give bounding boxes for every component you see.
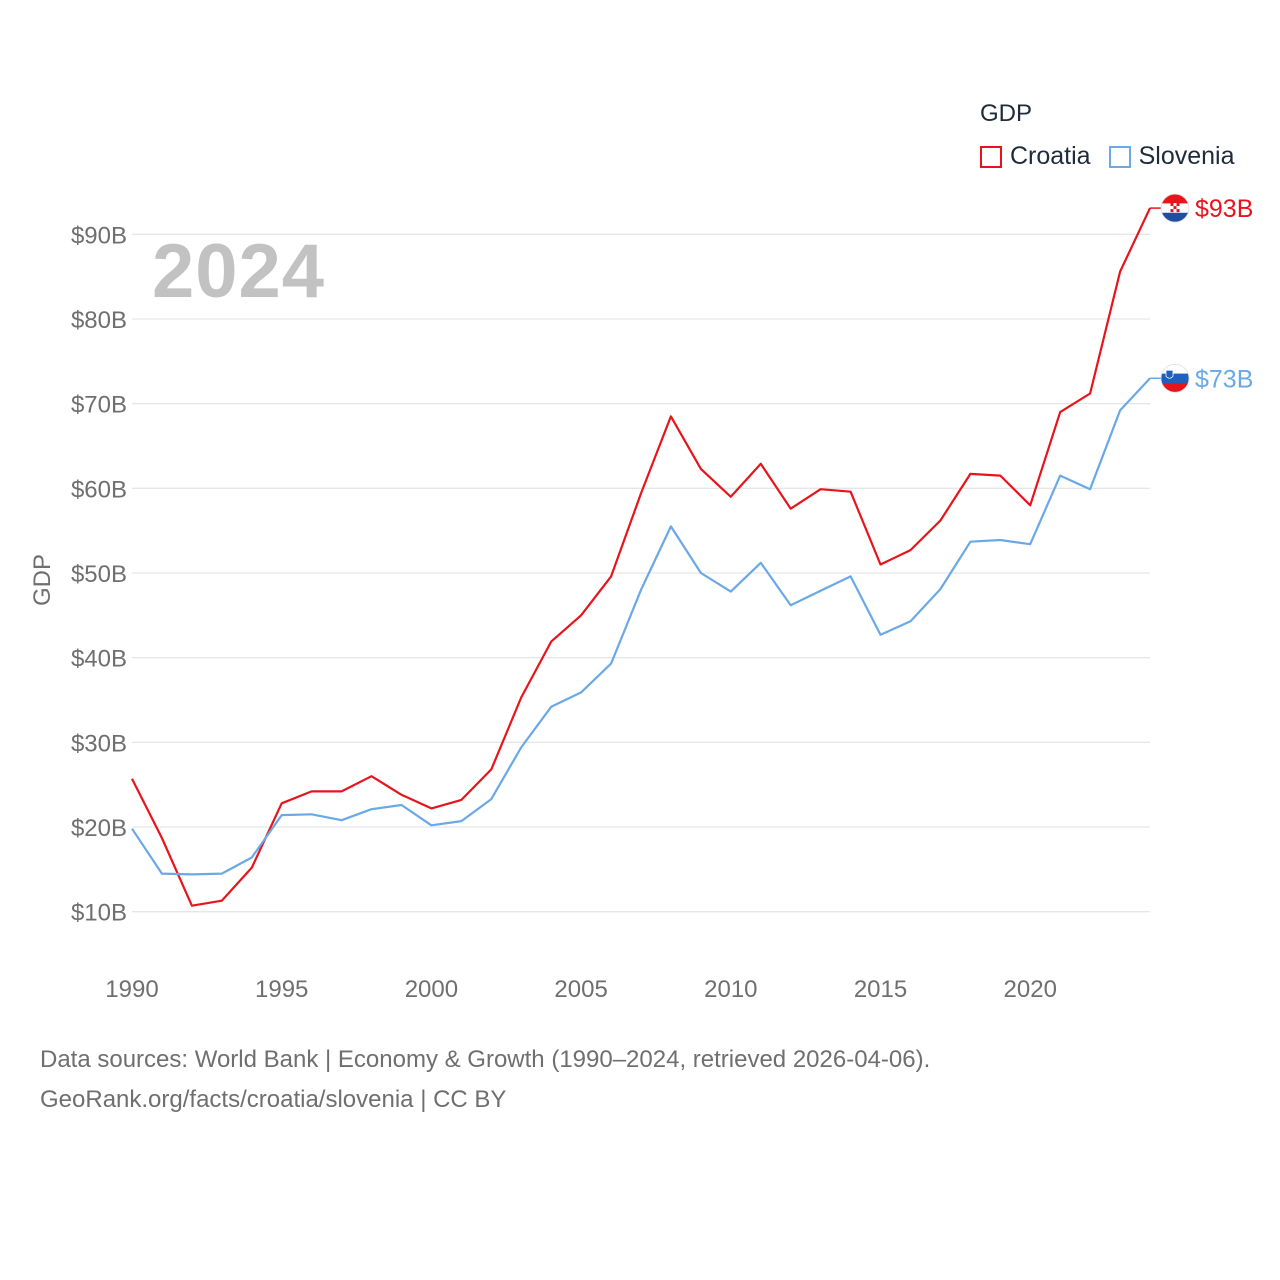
attribution-line[interactable]: GeoRank.org/facts/croatia/slovenia | CC … xyxy=(40,1086,507,1113)
y-axis-ticks: $10B $20B $30B $40B $50B $60B $70B $80B $90B xyxy=(71,222,127,926)
y-tick-label: $60B xyxy=(71,476,127,503)
y-tick-label: $50B xyxy=(71,561,127,588)
year-overlay: 2024 xyxy=(152,229,326,314)
x-tick-label: 2015 xyxy=(854,976,907,1003)
legend-item-croatia[interactable]: Croatia xyxy=(980,142,1091,171)
y-tick-label: $90B xyxy=(71,222,127,249)
y-tick-label: $20B xyxy=(71,815,127,842)
slovenia-flag-icon xyxy=(1160,363,1190,393)
x-tick-label: 1990 xyxy=(105,976,158,1003)
x-tick-label: 2000 xyxy=(405,976,458,1003)
legend-swatch-croatia xyxy=(980,145,1002,168)
y-tick-label: $80B xyxy=(71,307,127,334)
source-line: Data sources: World Bank | Economy & Gro… xyxy=(40,1046,931,1073)
end-value-label-slovenia: $73B xyxy=(1195,365,1253,393)
y-tick-label: $70B xyxy=(71,392,127,419)
x-tick-label: 2010 xyxy=(704,976,757,1003)
legend-title: GDP xyxy=(980,100,1033,127)
legend-swatch-slovenia xyxy=(1108,145,1131,168)
series-end-markers: $93B $73B xyxy=(1150,193,1253,393)
croatia-flag-icon xyxy=(1160,193,1190,223)
y-tick-label: $30B xyxy=(71,730,127,757)
series-line-slovenia[interactable] xyxy=(131,377,1151,876)
series-line-croatia[interactable] xyxy=(131,207,1151,907)
x-tick-label: 2005 xyxy=(554,976,607,1003)
x-tick-label: 1995 xyxy=(255,976,308,1003)
gridlines xyxy=(132,233,1150,913)
y-tick-label: $10B xyxy=(71,900,127,927)
y-tick-label: $40B xyxy=(71,646,127,673)
legend: Croatia Slovenia xyxy=(980,142,1253,171)
end-value-label-croatia: $93B xyxy=(1195,195,1253,223)
legend-label-croatia: Croatia xyxy=(1010,142,1091,170)
y-axis-label: GDP xyxy=(29,554,56,606)
series-lines xyxy=(131,207,1151,907)
x-tick-label: 2020 xyxy=(1004,976,1057,1003)
x-axis-ticks: 1990 1995 2000 2005 2010 2015 2020 xyxy=(105,976,1057,1003)
legend-label-slovenia: Slovenia xyxy=(1138,142,1235,170)
legend-item-slovenia[interactable]: Slovenia xyxy=(1108,142,1235,171)
